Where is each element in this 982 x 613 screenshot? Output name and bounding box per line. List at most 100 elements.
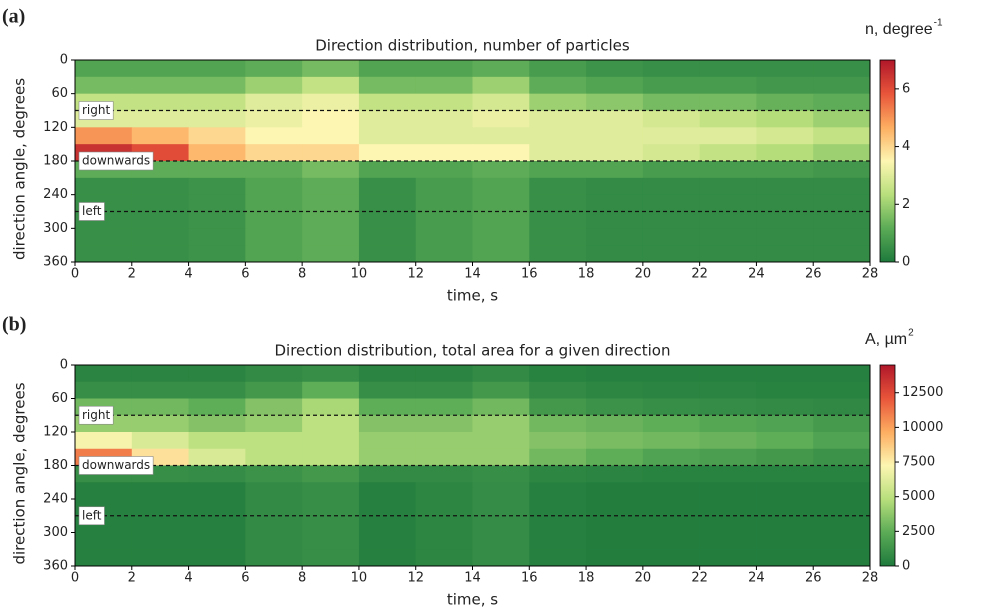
heatmap-cell (415, 549, 473, 567)
heatmap-cell (245, 144, 303, 162)
heatmap-cell (358, 144, 417, 162)
heatmap-cell (415, 245, 473, 263)
heatmap-cell (756, 144, 814, 162)
heatmap-cell (188, 398, 246, 416)
chart-title: Direction distribution, number of partic… (315, 37, 630, 55)
heatmap-cell (75, 532, 133, 550)
heatmap-cell (529, 448, 587, 466)
x-tick-label: 12 (407, 571, 424, 586)
heatmap-cell (245, 211, 303, 229)
heatmap-cell (415, 228, 473, 246)
y-tick-label: 60 (51, 391, 68, 406)
x-tick-label: 28 (862, 571, 879, 586)
heatmap-cell (472, 549, 530, 567)
heatmap-cell (756, 482, 814, 500)
heatmap-cell (586, 432, 644, 450)
x-tick-label: 20 (635, 267, 652, 282)
y-tick-label: 240 (43, 492, 68, 507)
y-tick-label: 360 (43, 559, 68, 574)
heatmap-cell (642, 465, 701, 483)
x-tick-label: 26 (805, 267, 822, 282)
heatmap-cell (586, 161, 644, 179)
y-tick-label: 120 (43, 120, 68, 135)
heatmap-cell (813, 398, 871, 416)
heatmap-cell (245, 532, 303, 550)
y-tick-label: 0 (60, 358, 68, 373)
heatmap-cell (358, 465, 417, 483)
heatmap-cell (472, 432, 530, 450)
heatmap-cell (75, 432, 133, 450)
heatmap-cell (699, 415, 757, 433)
annotation-label: downwards (82, 154, 150, 168)
heatmap-cell (699, 211, 757, 229)
heatmap-cell (699, 432, 757, 450)
colorbar-tick-label: 0 (902, 559, 910, 574)
heatmap-cell (642, 515, 701, 533)
heatmap-cell (813, 177, 871, 196)
heatmap-cell (302, 499, 360, 517)
heatmap-cell (699, 381, 757, 399)
heatmap-cell (245, 110, 303, 128)
heatmap-cell (642, 432, 701, 450)
heatmap-cell (245, 398, 303, 416)
heatmap-cell (302, 415, 360, 433)
heatmap-cell (529, 144, 587, 162)
heatmap-cell (529, 415, 587, 433)
heatmap-cell (131, 76, 190, 95)
heatmap-cell (642, 365, 701, 383)
heatmap-cell (813, 245, 871, 263)
heatmap-cell (813, 415, 871, 433)
heatmap-cell (642, 161, 701, 179)
heatmap-cell (245, 549, 303, 567)
heatmap-cell (188, 465, 246, 483)
heatmap-cell (188, 161, 246, 179)
x-tick-label: 22 (691, 571, 708, 586)
heatmap-cell (131, 532, 190, 550)
heatmap-cell (756, 499, 814, 517)
y-tick-label: 240 (43, 187, 68, 202)
heatmap-cell (813, 448, 871, 466)
heatmap-cell (188, 177, 246, 196)
x-tick-label: 20 (635, 571, 652, 586)
heatmap-cell (131, 228, 190, 246)
heatmap-cell (358, 448, 417, 466)
heatmap-cell (358, 365, 417, 383)
heatmap-cell (472, 532, 530, 550)
heatmap-cell (642, 499, 701, 517)
heatmap-cell (756, 365, 814, 383)
heatmap-cell (699, 161, 757, 179)
heatmap-cell (756, 381, 814, 399)
heatmap-cell (415, 76, 473, 95)
y-tick-label: 300 (43, 525, 68, 540)
colorbar-tick-label: 0 (902, 255, 910, 270)
heatmap-cell (245, 127, 303, 145)
heatmap-cell (813, 381, 871, 399)
heatmap-cell (131, 110, 190, 128)
heatmap-cell (756, 194, 814, 212)
heatmap-cell (358, 398, 417, 416)
heatmap-cell (415, 515, 473, 533)
heatmap-cell (188, 499, 246, 517)
heatmap-cell (642, 60, 701, 78)
x-tick-label: 26 (805, 571, 822, 586)
heatmap-cell (188, 76, 246, 95)
colorbar-tick-label: 5000 (902, 489, 935, 504)
heatmap-cell (586, 415, 644, 433)
heatmap-cell (415, 144, 473, 162)
heatmap-cell (699, 465, 757, 483)
annotation-label: left (82, 508, 102, 522)
heatmap-cell (756, 515, 814, 533)
heatmap-cell (586, 194, 644, 212)
heatmap-cell (642, 76, 701, 95)
heatmap-cell (699, 127, 757, 145)
heatmap-cell (302, 515, 360, 533)
heatmap-cell (642, 110, 701, 128)
colorbar-tick-label: 12500 (902, 385, 943, 400)
heatmap-cell (529, 432, 587, 450)
heatmap-cell (529, 228, 587, 246)
annotation-box (78, 151, 154, 171)
x-tick-label: 0 (71, 267, 79, 282)
heatmap-cell (245, 381, 303, 399)
heatmap-cell (302, 432, 360, 450)
heatmap-cell (586, 177, 644, 196)
